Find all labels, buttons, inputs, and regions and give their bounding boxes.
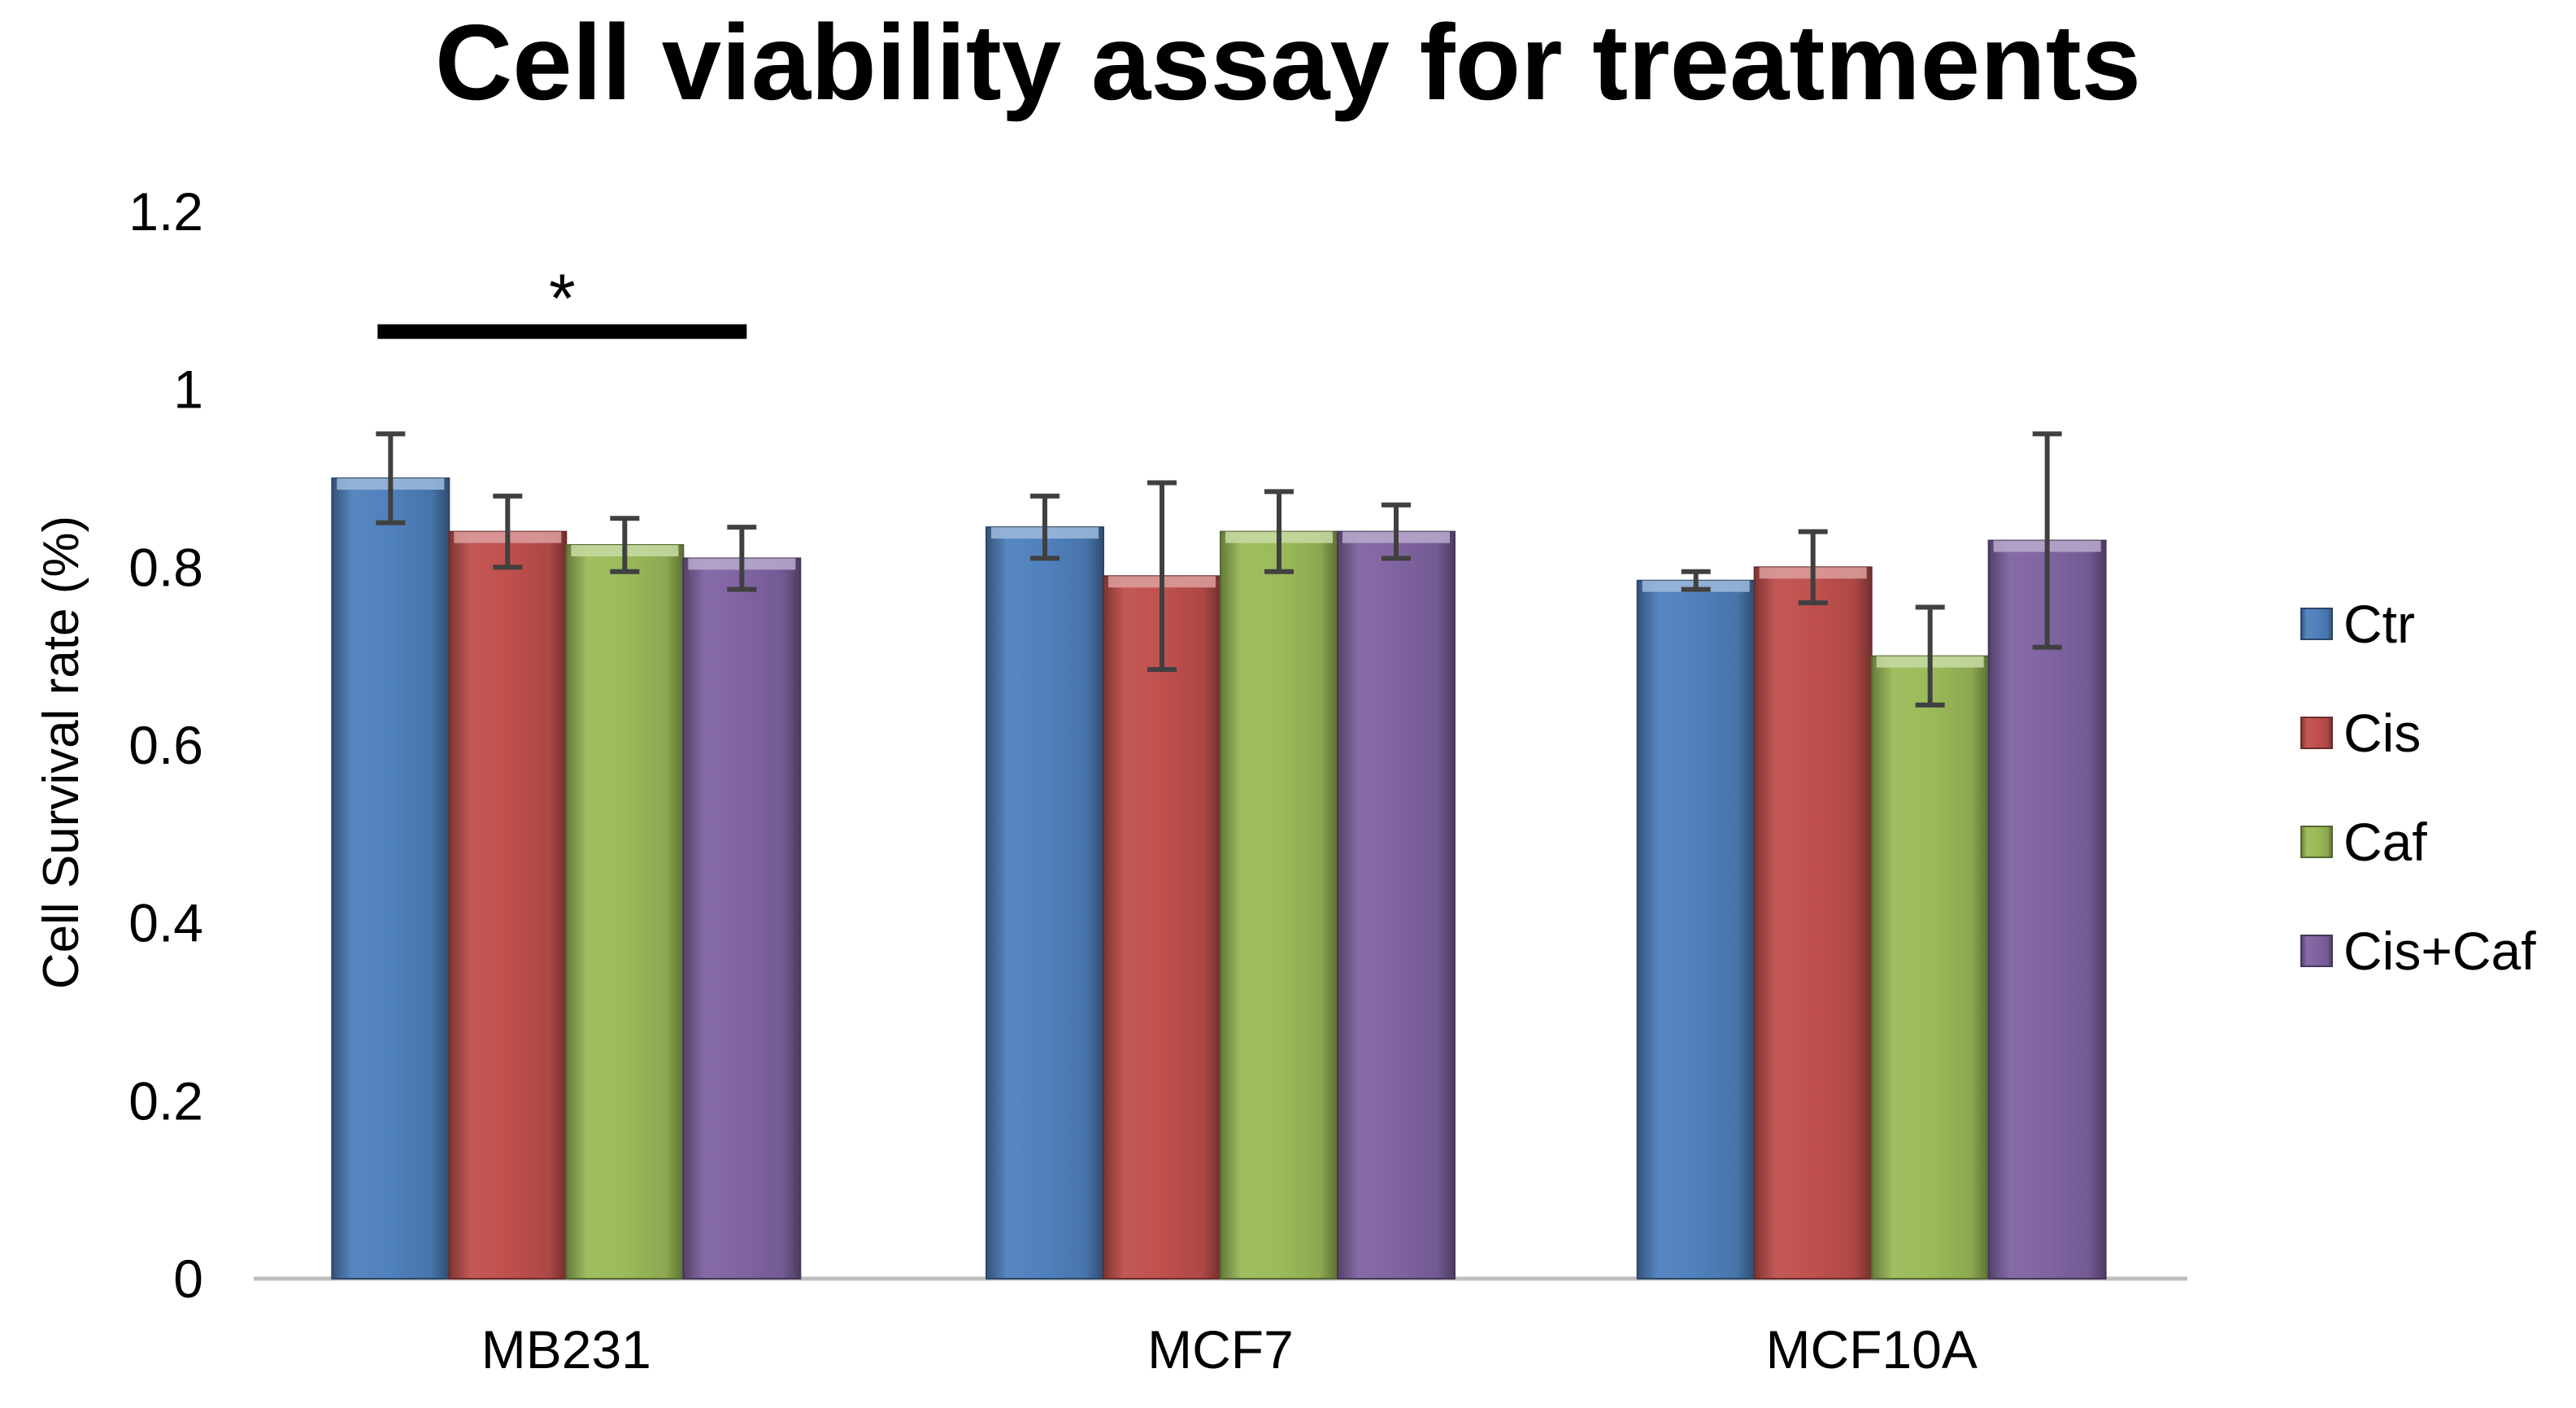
plot-area: 0 0.2 0.4 0.6 0.8 1 1.2 MB231 MCF7 MCF10A * — [128, 181, 2187, 1380]
y-tick-label: 0 — [173, 1249, 203, 1309]
legend-swatch — [2300, 608, 2333, 640]
legend-label: Ctr — [2343, 594, 2415, 654]
x-tick-label: MCF10A — [1765, 1319, 1977, 1380]
legend-label: Cis+Caf — [2343, 921, 2536, 981]
legend-swatch — [2300, 826, 2333, 858]
bar-ctr-mb231 — [331, 477, 450, 1279]
y-tick-label: 1 — [173, 360, 203, 420]
y-tick-label: 1.2 — [128, 181, 203, 242]
bar-caf-mb231 — [565, 544, 685, 1279]
bar-cis-mcf7 — [1103, 575, 1221, 1279]
x-tick-label: MB231 — [481, 1319, 651, 1380]
bar-cis-mb231 — [448, 530, 568, 1279]
chart-title: Cell viability assay for treatments — [435, 2, 2141, 122]
bar-caf-mcf10a — [1870, 655, 1990, 1279]
bar-caf-mcf7 — [1220, 530, 1338, 1279]
bar-cis-mcf10a — [1753, 566, 1873, 1279]
y-axis-title: Cell Survival rate (%) — [33, 516, 89, 989]
legend-swatch — [2300, 935, 2333, 967]
legend-swatch — [2300, 717, 2333, 749]
legend-label: Cis — [2343, 703, 2421, 763]
legend: Ctr Cis Caf Cis+Caf — [2300, 594, 2536, 981]
bar-cis-caf-mb231 — [682, 557, 802, 1279]
legend-label: Caf — [2343, 812, 2427, 872]
bar-ctr-mcf7 — [986, 526, 1104, 1279]
y-tick-label: 0.2 — [128, 1070, 203, 1131]
y-tick-label: 0.8 — [128, 537, 203, 597]
bar-ctr-mcf10a — [1636, 579, 1756, 1279]
significance-marker: * — [549, 260, 576, 337]
x-tick-label: MCF7 — [1147, 1319, 1294, 1380]
y-tick-label: 0.4 — [128, 893, 203, 953]
bar-cis-caf-mcf7 — [1337, 530, 1456, 1279]
y-tick-label: 0.6 — [128, 715, 203, 775]
bar-cis-caf-mcf10a — [1987, 539, 2107, 1279]
